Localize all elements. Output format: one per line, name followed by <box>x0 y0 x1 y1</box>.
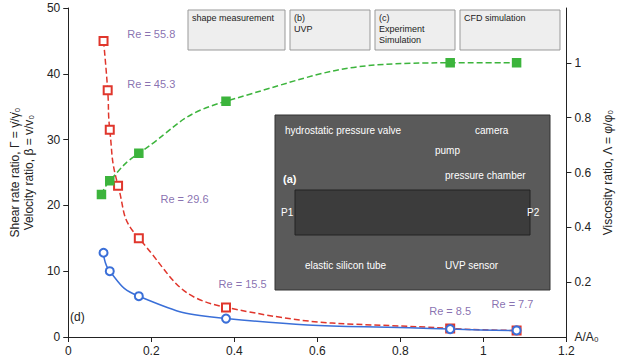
svg-text:0.4: 0.4 <box>226 344 243 358</box>
svg-text:hydrostatic pressure valve: hydrostatic pressure valve <box>285 125 402 136</box>
svg-text:0.2: 0.2 <box>143 344 160 358</box>
svg-text:pump: pump <box>435 145 460 156</box>
svg-text:1.2: 1.2 <box>558 344 575 358</box>
svg-text:Experiment: Experiment <box>379 24 425 34</box>
svg-text:shape measurement: shape measurement <box>192 13 275 23</box>
svg-text:P2: P2 <box>527 207 540 218</box>
svg-text:1: 1 <box>480 344 487 358</box>
svg-text:Re = 29.6: Re = 29.6 <box>160 193 208 205</box>
svg-text:P1: P1 <box>281 207 294 218</box>
svg-text:20: 20 <box>47 198 61 212</box>
svg-text:10: 10 <box>47 264 61 278</box>
svg-text:Shear rate ratio, Γ = γ̇/γ̇₀: Shear rate ratio, Γ = γ̇/γ̇₀ <box>8 107 22 237</box>
svg-text:0.6: 0.6 <box>574 166 591 180</box>
svg-text:(c): (c) <box>379 13 390 23</box>
svg-text:30: 30 <box>47 133 61 147</box>
svg-text:0.8: 0.8 <box>392 344 409 358</box>
svg-text:camera: camera <box>475 125 509 136</box>
svg-text:pressure chamber: pressure chamber <box>445 170 526 181</box>
svg-text:0: 0 <box>65 344 72 358</box>
svg-text:40: 40 <box>47 67 61 81</box>
svg-text:0.4: 0.4 <box>574 220 591 234</box>
svg-text:(d): (d) <box>70 310 85 324</box>
svg-text:(a): (a) <box>283 173 297 185</box>
svg-text:Velocity ratio, β = v/v₀: Velocity ratio, β = v/v₀ <box>22 115 36 231</box>
svg-text:0: 0 <box>54 330 61 344</box>
svg-text:CFD simulation: CFD simulation <box>464 13 526 23</box>
svg-text:Re = 8.5: Re = 8.5 <box>429 305 471 317</box>
svg-text:1: 1 <box>574 56 581 70</box>
svg-text:A/A₀: A/A₀ <box>574 330 598 344</box>
svg-text:0.6: 0.6 <box>309 344 326 358</box>
svg-text:0.8: 0.8 <box>574 111 591 125</box>
svg-text:Re = 7.7: Re = 7.7 <box>492 298 534 310</box>
svg-text:Simulation: Simulation <box>379 35 421 45</box>
svg-text:elastic silicon tube: elastic silicon tube <box>305 260 387 271</box>
svg-text:UVP sensor: UVP sensor <box>445 260 499 271</box>
svg-text:Re = 15.5: Re = 15.5 <box>219 278 267 290</box>
svg-text:Re = 45.3: Re = 45.3 <box>127 78 175 90</box>
svg-text:UVP: UVP <box>294 24 313 34</box>
svg-text:0.2: 0.2 <box>574 275 591 289</box>
svg-text:Viscosity ratio, Λ = φ/φ₀: Viscosity ratio, Λ = φ/φ₀ <box>601 110 615 235</box>
svg-text:50: 50 <box>47 1 61 15</box>
svg-text:Re = 55.8: Re = 55.8 <box>127 28 175 40</box>
svg-text:(b): (b) <box>294 13 305 23</box>
